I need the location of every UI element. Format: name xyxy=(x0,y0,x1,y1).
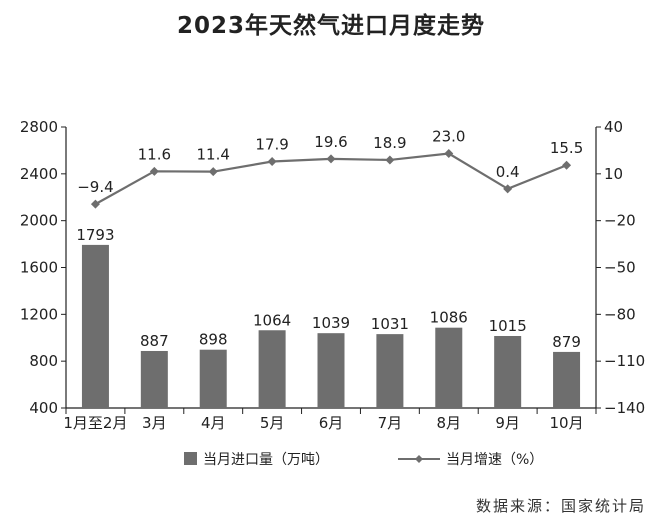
y-left-tick-label: 1200 xyxy=(20,305,58,323)
line-point xyxy=(208,167,218,177)
line-value-label: 23.0 xyxy=(432,128,465,146)
line-value-label: 15.5 xyxy=(550,139,583,157)
legend-bar-swatch xyxy=(184,452,197,465)
line-value-label: −9.4 xyxy=(77,178,113,196)
bar xyxy=(199,349,227,408)
bar xyxy=(81,244,109,408)
line-value-label: 11.6 xyxy=(138,145,171,163)
legend-line-label: 当月增速（%） xyxy=(446,452,543,468)
data-labels: 1793 887 898 1064 1039 1031 1086 1015 879 −9.4 11.… xyxy=(76,128,583,351)
bar xyxy=(553,351,581,408)
line-value-label: 17.9 xyxy=(255,136,288,154)
x-tick-label: 5月 xyxy=(260,414,285,432)
line-point xyxy=(267,157,277,167)
bar-series xyxy=(81,244,581,408)
bar xyxy=(435,327,463,408)
bar xyxy=(317,333,345,408)
x-tick-label: 3月 xyxy=(142,414,167,432)
x-tick-label: 9月 xyxy=(495,414,520,432)
line-value-label: 0.4 xyxy=(496,163,520,181)
y-right-tick-label: −80 xyxy=(604,305,636,323)
x-tick-label: 4月 xyxy=(201,414,226,432)
y-left-tick-label: 800 xyxy=(29,352,58,370)
bar-value-label: 887 xyxy=(140,332,169,350)
chart-title: 2023年天然气进口月度走势 xyxy=(176,13,485,39)
bar xyxy=(258,330,286,408)
line-point xyxy=(503,184,513,194)
y-left-tick-label: 400 xyxy=(29,399,58,417)
line-value-label: 18.9 xyxy=(373,134,406,152)
bar-value-label: 1015 xyxy=(489,317,527,335)
bar-value-label: 879 xyxy=(552,333,581,351)
line-point xyxy=(444,149,454,159)
line-series xyxy=(90,149,572,209)
bar-value-label: 1039 xyxy=(312,314,350,332)
bar-value-label: 1031 xyxy=(371,315,409,333)
line-point xyxy=(562,160,572,170)
bar-value-label: 1086 xyxy=(430,309,468,327)
x-tick-label: 7月 xyxy=(378,414,403,432)
y-right-tick-label: −20 xyxy=(604,212,636,230)
x-tick-label: 10月 xyxy=(550,414,584,432)
y-left-tick-label: 2400 xyxy=(20,165,58,183)
bar xyxy=(140,350,168,408)
line-value-label: 11.4 xyxy=(197,146,230,164)
y-left-tick-label: 2800 xyxy=(20,118,58,136)
source-note: 数据来源：国家统计局 xyxy=(475,497,646,515)
legend: 当月进口量（万吨） 当月增速（%） xyxy=(184,452,543,468)
line-point xyxy=(149,166,159,176)
line-point xyxy=(326,154,336,164)
y-left-tick-label: 1600 xyxy=(20,259,58,277)
line-value-label: 19.6 xyxy=(314,133,347,151)
x-tick-label: 8月 xyxy=(437,414,462,432)
bar-value-label: 898 xyxy=(199,331,228,349)
line-point xyxy=(90,199,100,209)
bar-value-label: 1064 xyxy=(253,311,291,329)
y-left-tick-label: 2000 xyxy=(20,212,58,230)
y-right-tick-label: 10 xyxy=(604,165,623,183)
bar xyxy=(376,334,404,408)
y-right-tick-label: −50 xyxy=(604,259,636,277)
legend-line-marker xyxy=(415,455,423,463)
y-right-tick-label: −140 xyxy=(604,399,645,417)
line-point xyxy=(385,155,395,165)
y-right-tick-label: 40 xyxy=(604,118,623,136)
bar xyxy=(494,335,522,408)
legend-bar-label: 当月进口量（万吨） xyxy=(203,452,329,468)
x-tick-label: 6月 xyxy=(319,414,344,432)
y-right-tick-label: −110 xyxy=(604,352,645,370)
bar-value-label: 1793 xyxy=(76,226,114,244)
x-tick-label: 1月至2月 xyxy=(63,414,127,432)
